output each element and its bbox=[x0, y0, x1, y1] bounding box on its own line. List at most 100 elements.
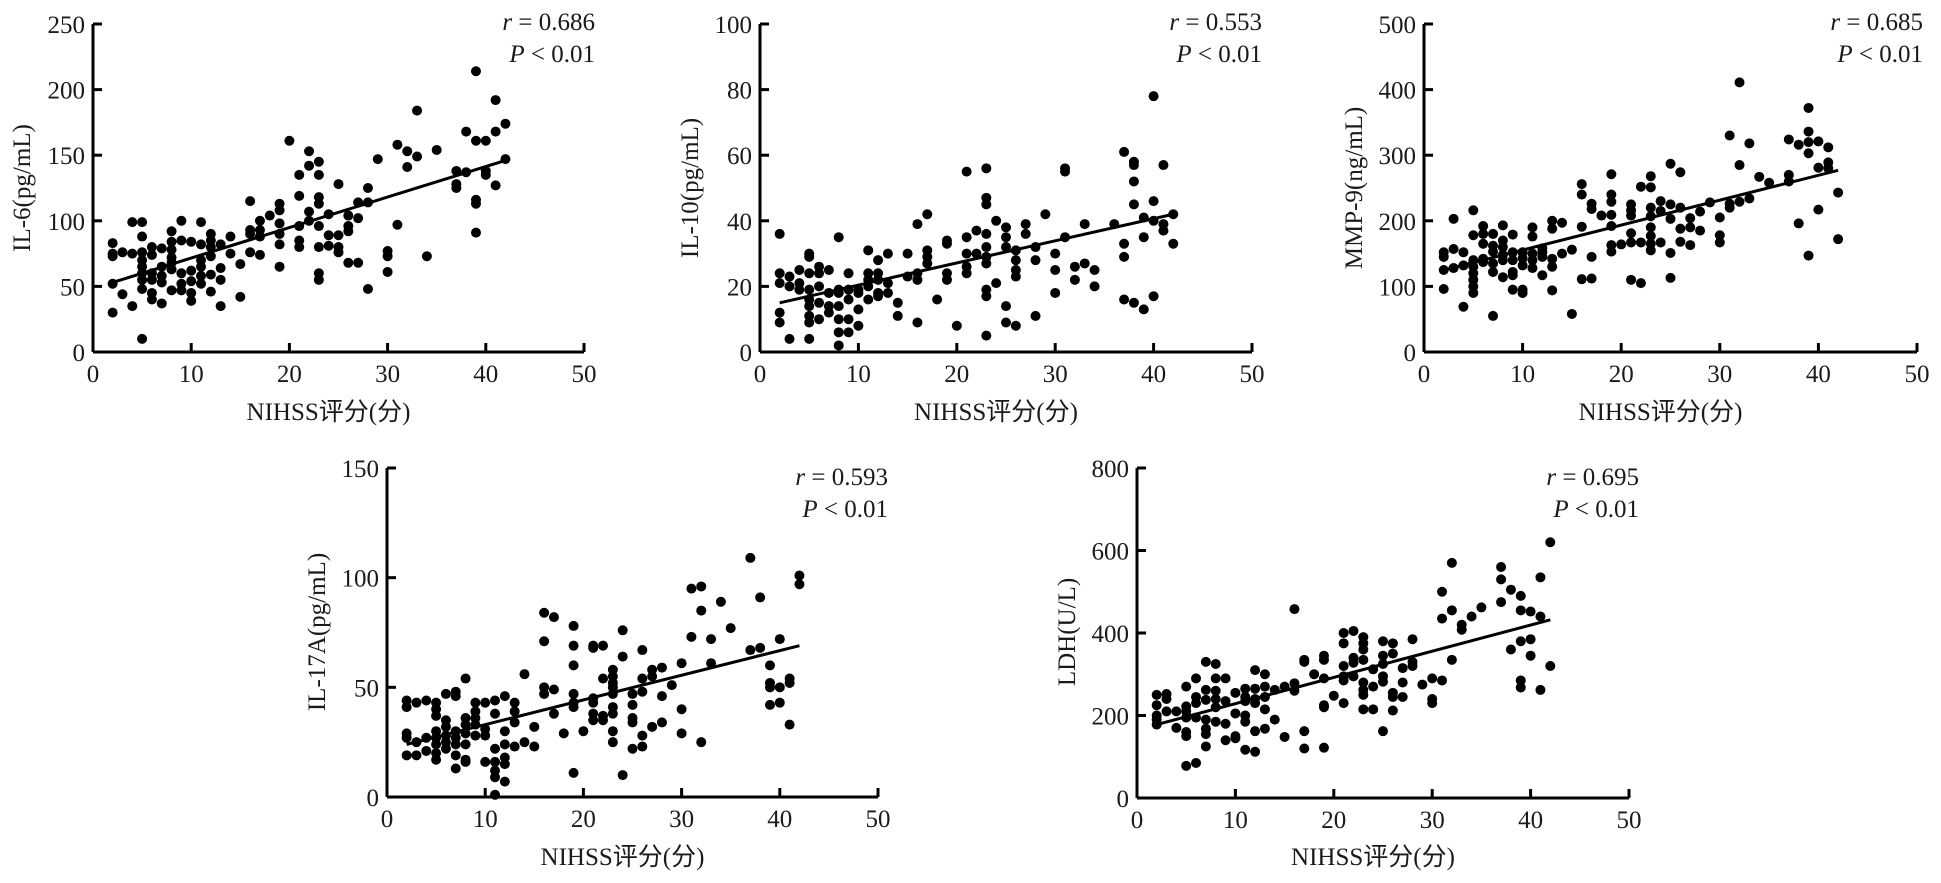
data-point bbox=[294, 190, 305, 201]
r-value: = 0.553 bbox=[1179, 9, 1262, 36]
data-point bbox=[1001, 232, 1011, 243]
data-point bbox=[1596, 210, 1607, 221]
data-point bbox=[1200, 729, 1211, 740]
data-point bbox=[1734, 160, 1745, 171]
data-point bbox=[774, 317, 785, 328]
data-point bbox=[1488, 228, 1499, 239]
data-point bbox=[656, 717, 667, 728]
data-point bbox=[843, 327, 854, 338]
data-point bbox=[519, 737, 530, 748]
data-point bbox=[205, 242, 216, 253]
x-tick-label: 30 bbox=[1043, 361, 1068, 388]
data-point bbox=[176, 268, 187, 279]
data-point bbox=[1665, 213, 1676, 224]
data-point bbox=[981, 228, 992, 239]
data-point bbox=[1527, 263, 1538, 274]
data-point bbox=[1299, 656, 1310, 667]
x-tick-label: 10 bbox=[179, 361, 204, 388]
data-point bbox=[1397, 691, 1408, 702]
data-point bbox=[1171, 706, 1182, 717]
data-point bbox=[1488, 266, 1499, 277]
data-point bbox=[745, 645, 756, 656]
data-point bbox=[1158, 160, 1169, 171]
data-point bbox=[412, 105, 423, 116]
p-value: < 0.01 bbox=[1569, 496, 1639, 523]
data-point bbox=[647, 671, 658, 682]
data-point bbox=[1181, 681, 1192, 692]
r-symbol: r bbox=[1546, 464, 1556, 491]
x-tick-label: 0 bbox=[381, 806, 394, 833]
data-point bbox=[1020, 219, 1031, 230]
data-point bbox=[1368, 704, 1379, 715]
data-point bbox=[1437, 613, 1448, 624]
data-point bbox=[196, 270, 207, 281]
data-point bbox=[470, 135, 481, 146]
data-point bbox=[1250, 698, 1261, 709]
data-point bbox=[1515, 675, 1526, 686]
data-point bbox=[1299, 743, 1310, 754]
data-point bbox=[1240, 683, 1251, 694]
data-point bbox=[637, 741, 648, 752]
data-point bbox=[568, 688, 579, 699]
data-point bbox=[215, 263, 226, 274]
data-point bbox=[1823, 142, 1834, 153]
data-point bbox=[833, 327, 844, 338]
data-point bbox=[1695, 206, 1706, 217]
data-point bbox=[1220, 696, 1231, 707]
data-point bbox=[1138, 304, 1149, 315]
data-point bbox=[480, 697, 491, 708]
data-point bbox=[1714, 230, 1725, 241]
data-point bbox=[1545, 661, 1556, 671]
data-point bbox=[833, 232, 844, 243]
data-point bbox=[254, 249, 265, 260]
x-tick-label: 10 bbox=[473, 806, 498, 833]
data-point bbox=[961, 248, 972, 259]
data-point bbox=[1515, 590, 1526, 601]
data-point bbox=[137, 231, 148, 242]
data-point bbox=[1635, 278, 1646, 289]
data-point bbox=[1220, 735, 1231, 746]
y-tick-label: 400 bbox=[1092, 621, 1130, 648]
x-tick-label: 40 bbox=[1518, 807, 1543, 834]
regression-line bbox=[1156, 618, 1551, 727]
y-tick-label: 200 bbox=[48, 78, 86, 105]
data-point bbox=[1079, 258, 1090, 269]
data-point bbox=[804, 301, 815, 312]
data-point bbox=[304, 146, 315, 157]
data-point bbox=[1833, 187, 1844, 198]
correlation-label: r = 0.686 bbox=[502, 9, 595, 36]
data-point bbox=[981, 291, 992, 302]
data-point bbox=[470, 66, 481, 77]
data-point bbox=[470, 730, 481, 741]
data-point bbox=[1576, 221, 1587, 232]
data-point bbox=[1626, 274, 1637, 285]
data-point bbox=[784, 719, 795, 730]
data-point bbox=[1446, 654, 1457, 665]
correlation-label: r = 0.685 bbox=[1830, 9, 1923, 36]
data-point bbox=[117, 289, 128, 300]
y-tick-label: 60 bbox=[727, 143, 752, 170]
data-point bbox=[627, 717, 638, 728]
data-point bbox=[382, 251, 393, 262]
data-point bbox=[1714, 237, 1725, 248]
data-point bbox=[1535, 572, 1546, 583]
data-point bbox=[1299, 726, 1310, 737]
data-point bbox=[1665, 247, 1676, 258]
data-point bbox=[1200, 656, 1211, 667]
data-point bbox=[1417, 679, 1428, 690]
data-point bbox=[1626, 210, 1637, 221]
data-point bbox=[764, 699, 775, 710]
y-tick-label: 500 bbox=[1379, 12, 1417, 39]
data-point bbox=[127, 301, 138, 312]
data-point bbox=[176, 215, 187, 226]
x-axis-title: NIHSS评分(分) bbox=[541, 843, 705, 871]
data-point bbox=[450, 691, 461, 702]
data-point bbox=[1547, 253, 1558, 264]
p-symbol: P bbox=[508, 41, 524, 68]
data-point bbox=[137, 217, 148, 228]
y-tick-label: 150 bbox=[48, 143, 86, 170]
data-point bbox=[500, 118, 511, 129]
data-point bbox=[971, 248, 982, 259]
data-point bbox=[440, 688, 451, 699]
